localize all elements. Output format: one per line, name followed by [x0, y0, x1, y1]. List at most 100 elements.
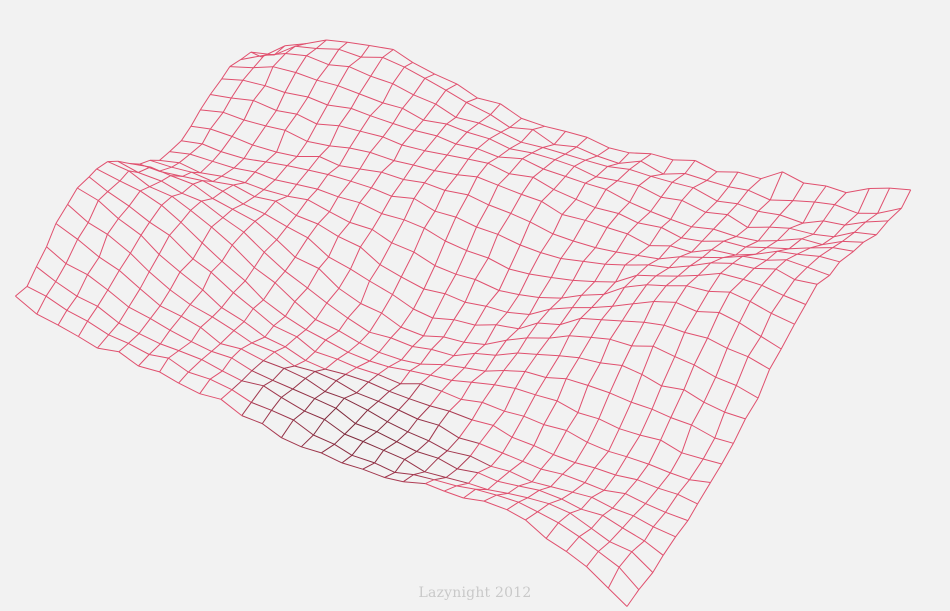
mesh-edge	[456, 485, 476, 490]
mesh-edge	[376, 421, 388, 433]
mesh-edge	[96, 168, 121, 182]
mesh-edge	[308, 156, 320, 171]
mesh-edge	[393, 160, 414, 166]
mesh-edge	[329, 196, 339, 212]
mesh-edge	[466, 122, 480, 133]
mesh-edge	[274, 351, 295, 367]
mesh-edge	[389, 390, 410, 400]
mesh-edge	[264, 66, 274, 86]
mesh-edge	[617, 169, 630, 182]
mesh-edge	[665, 494, 679, 513]
mesh-edge	[424, 457, 439, 473]
mesh-edge	[321, 443, 335, 454]
mesh-edge	[550, 486, 573, 493]
mesh-edge	[396, 431, 409, 443]
mesh-edge	[221, 260, 246, 282]
mesh-edge	[647, 258, 660, 266]
mesh-edge	[271, 397, 282, 411]
mesh-edge	[171, 162, 180, 168]
mesh-edge	[222, 184, 234, 192]
mesh-edge	[77, 222, 89, 240]
mesh-edge	[345, 367, 357, 375]
mesh-edge	[607, 587, 628, 607]
mesh-edge	[507, 492, 528, 499]
mesh-edge	[573, 240, 596, 249]
mesh-edge	[449, 410, 473, 421]
mesh-edge	[209, 370, 223, 380]
mesh-edge	[485, 305, 508, 313]
mesh-edge	[393, 49, 413, 63]
mesh-edge	[220, 343, 242, 350]
mesh-edge	[708, 273, 721, 292]
mesh-edge	[679, 251, 692, 258]
mesh-edge	[493, 370, 505, 386]
mesh-edge	[538, 277, 552, 298]
mesh-edge	[328, 256, 351, 270]
mesh-edge	[585, 155, 598, 161]
mesh-edge	[35, 246, 47, 267]
mesh-edge	[531, 147, 544, 154]
mesh-edge	[521, 177, 534, 195]
mesh-edge	[605, 263, 626, 266]
mesh-edge	[749, 285, 763, 302]
mesh-edge	[451, 379, 472, 383]
mesh-edge	[202, 180, 213, 182]
mesh-edge	[264, 213, 288, 228]
mesh-edge	[684, 311, 698, 333]
mesh-edge	[715, 348, 728, 378]
mesh-edge	[598, 418, 620, 430]
mesh-edge	[540, 468, 563, 475]
mesh-edge	[507, 485, 519, 494]
mesh-edge	[877, 207, 902, 214]
mesh-edge	[686, 285, 709, 292]
mesh-edge	[814, 201, 835, 206]
mesh-edge	[775, 268, 795, 281]
mesh-edge	[463, 488, 476, 499]
mesh-edge	[488, 184, 499, 206]
mesh-edge	[703, 376, 717, 403]
mesh-edge	[150, 166, 171, 177]
mesh-edge	[210, 94, 232, 99]
mesh-edge	[434, 154, 448, 171]
mesh-edge	[519, 294, 539, 298]
mesh-edge	[381, 160, 395, 173]
mesh-edge	[360, 45, 370, 58]
mesh-edge	[350, 93, 360, 109]
mesh-edge	[276, 110, 297, 115]
mesh-edge	[447, 450, 471, 457]
mesh-edge	[661, 227, 682, 239]
mesh-edge	[312, 419, 325, 436]
mesh-edge	[360, 130, 384, 138]
mesh-edge	[456, 83, 478, 99]
mesh-edge	[684, 173, 708, 181]
mesh-edge	[316, 48, 339, 50]
mesh-edge	[626, 434, 641, 457]
mesh-edge	[544, 125, 566, 132]
mesh-edge	[747, 178, 762, 191]
mesh-edge	[179, 162, 201, 174]
mesh-edge	[643, 321, 665, 326]
mesh-edge	[338, 317, 349, 332]
mesh-edge	[755, 247, 767, 255]
mesh-edge	[435, 89, 447, 105]
mesh-edge	[159, 151, 170, 161]
mesh-edge	[349, 147, 371, 153]
mesh-edge	[476, 176, 499, 186]
mesh-edge	[525, 519, 547, 539]
mesh-edge	[199, 393, 222, 400]
mesh-edge	[243, 308, 254, 322]
mesh-edge	[757, 369, 771, 399]
mesh-edge	[587, 384, 610, 394]
mesh-edge	[211, 350, 232, 359]
mesh-edge	[107, 233, 131, 254]
mesh-edge	[381, 213, 405, 221]
mesh-edge	[692, 179, 708, 189]
mesh-edge	[434, 190, 446, 212]
mesh-edge	[518, 497, 528, 503]
mesh-edge	[708, 290, 730, 293]
mesh-edge	[338, 330, 360, 344]
mesh-edge	[693, 364, 716, 378]
mesh-edge	[559, 355, 580, 359]
mesh-edge	[274, 270, 286, 284]
